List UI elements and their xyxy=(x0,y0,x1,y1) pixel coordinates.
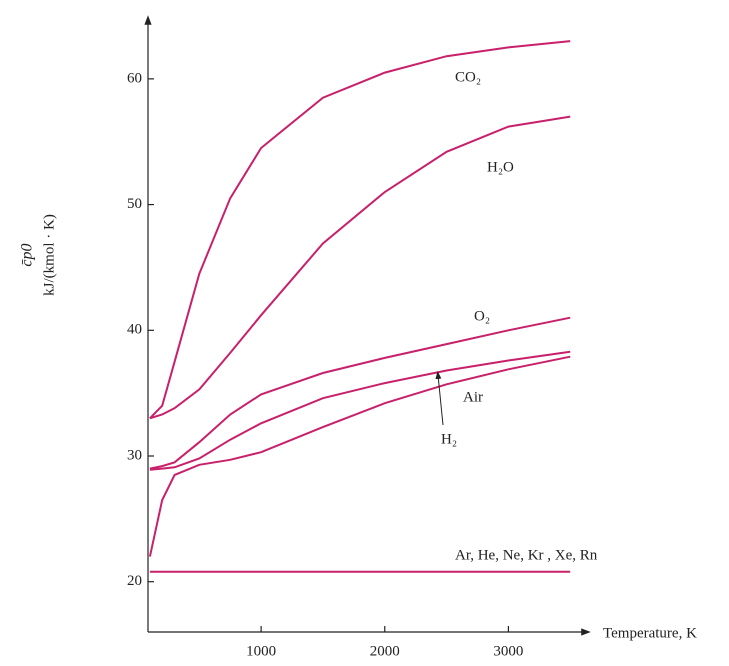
series-label: Air xyxy=(463,389,483,405)
annotation-arrow xyxy=(438,375,443,425)
y-tick-label: 50 xyxy=(127,196,142,212)
x-tick-label: 2000 xyxy=(370,643,400,659)
y-tick-label: 30 xyxy=(127,447,142,463)
series-label: CO₂ xyxy=(455,69,481,85)
series-label: O₂ xyxy=(474,308,490,324)
y-axis-label: kJ/(kmol · K) xyxy=(41,214,57,296)
y-tick-label: 60 xyxy=(127,70,142,86)
y-tick-label: 20 xyxy=(127,573,142,589)
series-label: Ar, He, Ne, Kr , Xe, Rn xyxy=(455,547,598,563)
series-label: H₂O xyxy=(487,159,514,175)
chart: c̄p0 kJ/(kmol · K) Temperature, K 20 30 40… xyxy=(0,0,729,666)
x-axis-label: Temperature, K xyxy=(603,625,697,641)
series-line xyxy=(150,318,570,469)
series-label: H₂ xyxy=(441,431,457,447)
y-tick-label: 40 xyxy=(127,322,142,338)
x-tick-label: 1000 xyxy=(246,643,276,659)
x-tick-label: 3000 xyxy=(493,643,523,659)
series-line xyxy=(150,41,570,418)
y-axis-symbol: c̄p0 xyxy=(19,243,36,266)
series-line xyxy=(150,357,570,557)
